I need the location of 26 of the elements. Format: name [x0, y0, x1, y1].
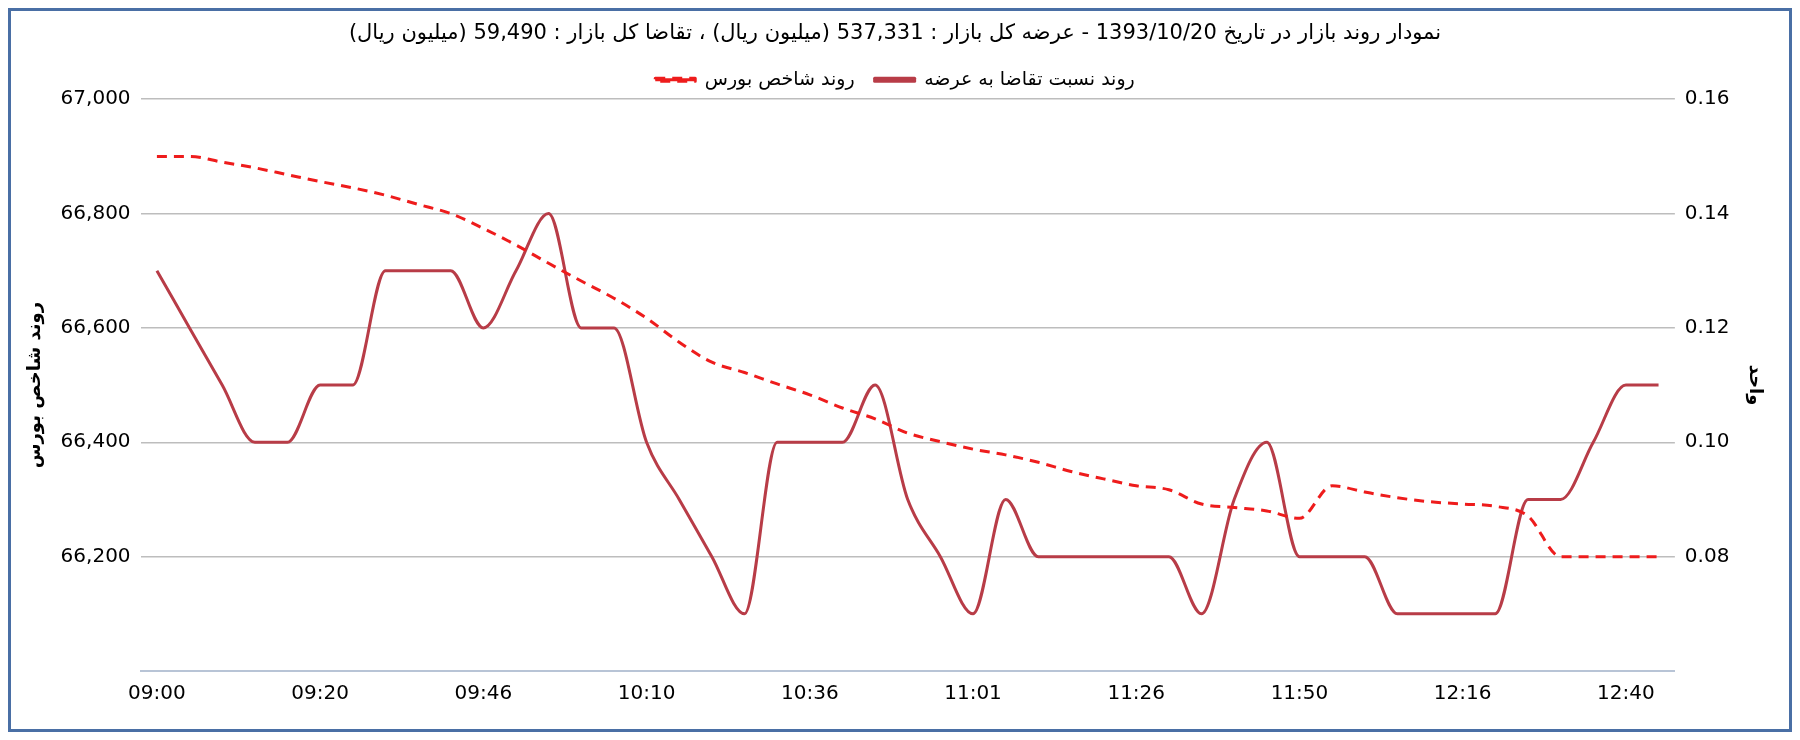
x-tick-label: 11:50	[1270, 680, 1329, 705]
x-tick-label: 12:16	[1433, 680, 1492, 705]
chart-title: نمودار روند بازار در تاریخ 1393/10/20 - عرضه کل بازار : 537,331 (میلیون ریال) ، تقاضا کل بازار : 59,490 (میلیون ریال)	[348, 20, 1442, 45]
x-tick-label: 12:40	[1597, 680, 1655, 705]
y2-axis-title: واحد	[1744, 364, 1767, 406]
y-tick-label: 66,800	[60, 199, 131, 224]
y2-tick-label: 0.08	[1684, 542, 1730, 567]
y2-tick-label: 0.16	[1684, 85, 1730, 110]
x-tick-label: 10:36	[780, 680, 839, 705]
x-tick-label: 10:10	[617, 680, 676, 705]
x-tick-label: 11:01	[944, 680, 1002, 705]
x-tick-label: 09:00	[128, 680, 186, 705]
line-series	[155, 212, 1661, 616]
y2-tick-label: 0.10	[1684, 428, 1730, 453]
y2-tick-label: 0.14	[1684, 199, 1730, 224]
x-tick-label: 11:26	[1107, 680, 1166, 705]
x-tick-label: 09:20	[291, 680, 349, 705]
y-tick-label: 66,200	[60, 542, 131, 567]
y-axis-title: روند شاخص بورس	[23, 301, 46, 469]
y2-tick-label: 0.12	[1684, 314, 1730, 339]
x-tick-label: 09:46	[454, 680, 513, 705]
y-tick-label: 67,000	[60, 85, 131, 110]
legend-label: روند شاخص بورس	[704, 66, 855, 90]
y-tick-label: 66,600	[60, 314, 131, 339]
legend-label: روند نسبت تقاضا به عرضه	[924, 66, 1135, 90]
y-tick-label: 66,400	[60, 428, 131, 453]
